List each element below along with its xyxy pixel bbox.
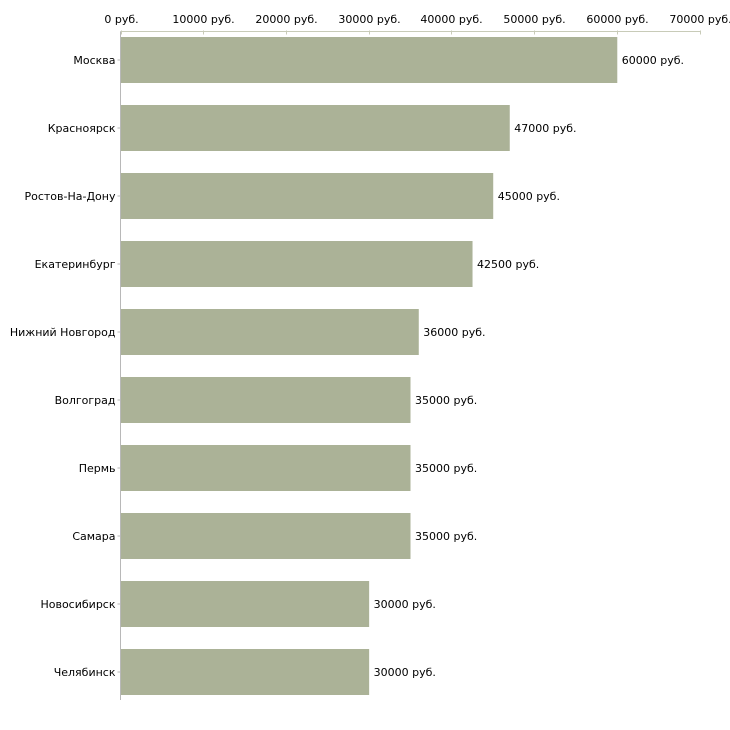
data-label: 42500 руб. bbox=[477, 258, 539, 271]
data-label: 30000 руб. bbox=[374, 666, 436, 679]
category-label: Ростов-На-Дону bbox=[24, 190, 115, 203]
data-label: 45000 руб. bbox=[498, 190, 560, 203]
category-label: Москва bbox=[73, 54, 115, 67]
category-label: Екатеринбург bbox=[35, 258, 116, 271]
bar bbox=[121, 581, 370, 627]
x-tick-label: 60000 руб. bbox=[586, 13, 648, 26]
bar bbox=[121, 241, 473, 287]
data-label: 36000 руб. bbox=[423, 326, 485, 339]
category-label: Нижний Новгород bbox=[10, 326, 116, 339]
x-tick-label: 30000 руб. bbox=[338, 13, 400, 26]
x-tick-label: 40000 руб. bbox=[420, 13, 482, 26]
data-label: 35000 руб. bbox=[415, 394, 477, 407]
x-tick-label: 0 руб. bbox=[104, 13, 138, 26]
x-tick-label: 50000 руб. bbox=[503, 13, 565, 26]
data-label: 35000 руб. bbox=[415, 462, 477, 475]
category-label: Новосибирск bbox=[40, 598, 115, 611]
bar bbox=[121, 105, 510, 151]
bar bbox=[121, 309, 419, 355]
x-tick-label: 70000 руб. bbox=[669, 13, 730, 26]
data-label: 35000 руб. bbox=[415, 530, 477, 543]
x-tick-label: 20000 руб. bbox=[255, 13, 317, 26]
x-tick-label: 10000 руб. bbox=[172, 13, 234, 26]
data-label: 47000 руб. bbox=[514, 122, 576, 135]
category-label: Пермь bbox=[79, 462, 116, 475]
category-label: Самара bbox=[72, 530, 115, 543]
data-label: 60000 руб. bbox=[622, 54, 684, 67]
bar bbox=[121, 513, 411, 559]
bar bbox=[121, 173, 494, 219]
bar bbox=[121, 377, 411, 423]
category-label: Челябинск bbox=[54, 666, 116, 679]
category-label: Красноярск bbox=[48, 122, 116, 135]
data-label: 30000 руб. bbox=[374, 598, 436, 611]
bar bbox=[121, 649, 370, 695]
bar bbox=[121, 445, 411, 491]
bar bbox=[121, 37, 618, 83]
category-label: Волгоград bbox=[55, 394, 116, 407]
